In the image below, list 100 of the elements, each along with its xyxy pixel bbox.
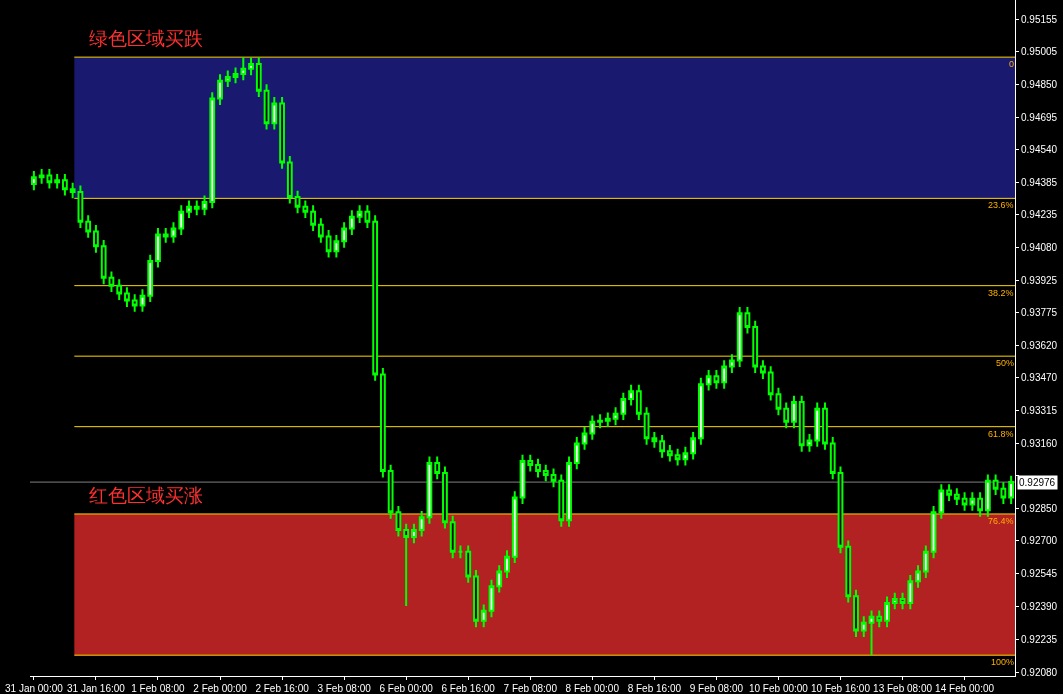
candlestick: [434, 455, 441, 481]
y-tick-label: 0.94540: [1021, 144, 1058, 156]
candlestick: [922, 544, 929, 579]
candlestick: [209, 91, 216, 210]
candlestick: [581, 426, 588, 451]
candlestick: [783, 401, 790, 430]
candlestick: [566, 455, 572, 528]
candlestick: [635, 383, 642, 422]
candlestick: [760, 359, 766, 380]
candlestick: [155, 227, 161, 269]
candlestick: [124, 286, 130, 308]
y-tick-label: 0.92080: [1021, 666, 1058, 678]
y-tick-label: 0.92545: [1021, 568, 1058, 580]
candlestick: [372, 214, 379, 382]
candlestick: [853, 588, 859, 638]
candlestick: [504, 549, 510, 579]
candlestick: [100, 238, 107, 286]
candlestick: [449, 514, 456, 560]
candlestick: [54, 172, 61, 190]
candlestick: [822, 401, 828, 451]
candlestick: [473, 569, 479, 629]
y-tick-label: 0.93925: [1021, 275, 1058, 287]
candlestick: [860, 615, 867, 638]
x-tick-label: 31 Jan 16:00: [67, 683, 126, 694]
candlestick: [186, 199, 192, 220]
candlestick: [178, 204, 185, 236]
candlestick: [341, 221, 348, 249]
annotation: 50%: [996, 358, 1015, 368]
candlestick: [348, 209, 355, 236]
candlestick: [620, 391, 627, 422]
candlestick: [597, 413, 603, 430]
candlestick: [721, 359, 728, 390]
candlestick: [542, 463, 549, 483]
candlestick: [30, 169, 37, 192]
candlestick: [589, 414, 596, 441]
y-tick-label: 0.95005: [1021, 45, 1058, 57]
candlestick: [953, 487, 960, 507]
x-tick-label: 6 Feb 16:00: [441, 683, 496, 694]
candlestick: [705, 368, 712, 392]
candlestick: [977, 491, 983, 518]
candlestick: [496, 564, 503, 594]
ref-line-label: 0.92976: [1019, 477, 1056, 488]
candlestick: [946, 483, 952, 502]
y-tick-label: 0.94385: [1021, 177, 1058, 189]
candlestick: [271, 96, 278, 131]
y-tick-label: 0.93620: [1021, 339, 1058, 351]
candlestick: [891, 591, 898, 611]
candlestick: [170, 221, 177, 244]
candlestick: [248, 56, 254, 77]
candlestick: [573, 436, 580, 471]
candlestick: [217, 73, 223, 106]
candlestick: [93, 224, 99, 254]
annotation: 38.2%: [988, 288, 1014, 298]
x-tick-label: 10 Feb 16:00: [811, 683, 871, 694]
candlestick: [767, 365, 774, 402]
candlestick: [193, 199, 200, 217]
candlestick: [868, 609, 875, 657]
x-tick-label: 7 Feb 08:00: [503, 683, 558, 694]
y-tick-label: 0.93470: [1021, 371, 1058, 383]
candlestick: [628, 383, 634, 407]
candlestick: [302, 199, 309, 220]
candlestick: [77, 184, 84, 230]
candlestick: [240, 56, 247, 82]
y-tick-label: 0.95155: [1021, 13, 1058, 25]
x-tick-label: 9 Feb 08:00: [689, 683, 744, 694]
candlestick: [806, 433, 813, 453]
candlestick: [814, 401, 821, 448]
candlestick: [224, 69, 231, 89]
candlestick: [395, 504, 402, 538]
annotation: 76.4%: [988, 516, 1014, 526]
candlestick: [876, 609, 883, 629]
candlestick: [488, 578, 495, 619]
y-tick-label: 0.94695: [1021, 111, 1058, 123]
y-tick-label: 0.92850: [1021, 503, 1058, 515]
annotation: 0: [1009, 59, 1015, 69]
candlestick: [519, 453, 526, 505]
y-tick-label: 0.92700: [1021, 535, 1058, 547]
candlestick: [442, 465, 448, 530]
x-tick-label: 10 Feb 00:00: [748, 683, 809, 694]
x-tick-label: 2 Feb 16:00: [255, 683, 310, 694]
candlestick: [930, 504, 937, 560]
candlestick: [294, 189, 301, 215]
candlestick: [411, 522, 417, 545]
candlestick: [744, 305, 751, 335]
candlestick: [915, 564, 921, 589]
candlestick: [643, 406, 650, 446]
candlestick: [713, 368, 720, 390]
annotation: 23.6%: [988, 200, 1014, 210]
candlestick: [938, 483, 945, 520]
annotation: 100%: [991, 657, 1015, 667]
candlestick: [465, 544, 472, 584]
band-label: 红色区域买涨: [89, 485, 203, 506]
candlestick: [729, 353, 735, 374]
candlestick: [147, 253, 154, 303]
y-tick-label: 0.94850: [1021, 78, 1058, 90]
candlestick: [108, 270, 115, 294]
candlestick: [899, 591, 906, 611]
candlestick: [457, 544, 464, 560]
candlestick: [961, 491, 968, 512]
y-tick-label: 0.93315: [1021, 404, 1058, 416]
